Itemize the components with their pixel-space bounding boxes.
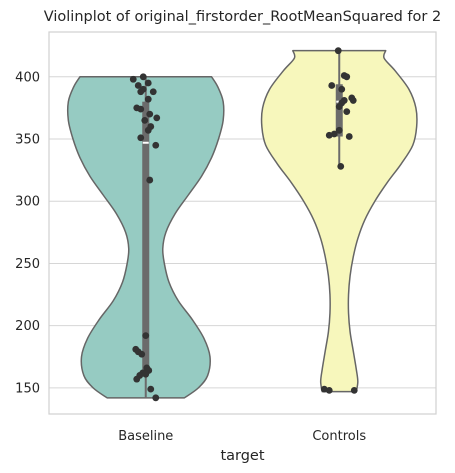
- data-point-controls: [349, 97, 357, 104]
- data-point-controls: [350, 386, 358, 394]
- y-tick-label: 200: [15, 319, 40, 334]
- data-point-controls: [337, 162, 345, 170]
- data-point-baseline: [139, 73, 147, 81]
- data-point-baseline: [147, 385, 155, 393]
- data-point-baseline: [137, 88, 145, 96]
- data-point-baseline: [152, 141, 160, 149]
- y-tick-label: 400: [15, 70, 40, 85]
- data-point-controls: [343, 108, 351, 116]
- y-tick-label: 250: [15, 257, 40, 272]
- points-layer: [129, 47, 358, 402]
- y-tick-label: 150: [15, 381, 40, 396]
- data-point-baseline: [142, 332, 150, 340]
- data-point-baseline: [137, 105, 145, 113]
- data-point-controls: [325, 131, 333, 139]
- data-point-baseline: [133, 375, 141, 383]
- data-point-baseline: [144, 79, 152, 87]
- data-point-controls: [343, 73, 351, 81]
- data-point-controls: [338, 85, 346, 93]
- data-point-baseline: [144, 95, 152, 103]
- x-tick-label: Controls: [312, 429, 366, 444]
- data-point-baseline: [146, 176, 154, 184]
- data-point-controls: [335, 126, 343, 134]
- data-point-controls: [334, 47, 342, 55]
- data-point-baseline: [141, 116, 149, 124]
- data-point-baseline: [152, 394, 160, 402]
- x-tick-label: Baseline: [118, 429, 173, 444]
- data-point-controls: [335, 103, 343, 111]
- violin-layer: [66, 49, 418, 399]
- data-point-baseline: [137, 134, 145, 142]
- plot-frame: [48, 31, 437, 415]
- chart-title: Violinplot of original_firstorder_RootMe…: [44, 9, 441, 25]
- y-tick-label: 350: [15, 133, 40, 148]
- data-point-baseline: [144, 126, 152, 134]
- y-tick-label: 300: [15, 195, 40, 210]
- data-point-controls: [328, 82, 336, 89]
- data-point-baseline: [142, 370, 150, 378]
- iqr-box-baseline: [142, 101, 150, 375]
- iqr-box-controls: [335, 84, 343, 137]
- x-axis-label: target: [220, 448, 264, 464]
- x-tick-labels: Baseline Controls: [118, 429, 366, 444]
- data-point-baseline: [149, 88, 157, 96]
- data-point-baseline: [134, 82, 142, 89]
- data-point-baseline: [153, 114, 161, 122]
- data-point-baseline: [129, 75, 137, 83]
- data-point-baseline: [138, 350, 146, 358]
- violin-controls: [260, 49, 418, 393]
- y-tick-labels: 150 200 250 300 350 400: [15, 70, 40, 396]
- data-point-baseline: [146, 110, 154, 118]
- data-point-controls: [325, 386, 333, 394]
- data-point-controls: [345, 133, 353, 140]
